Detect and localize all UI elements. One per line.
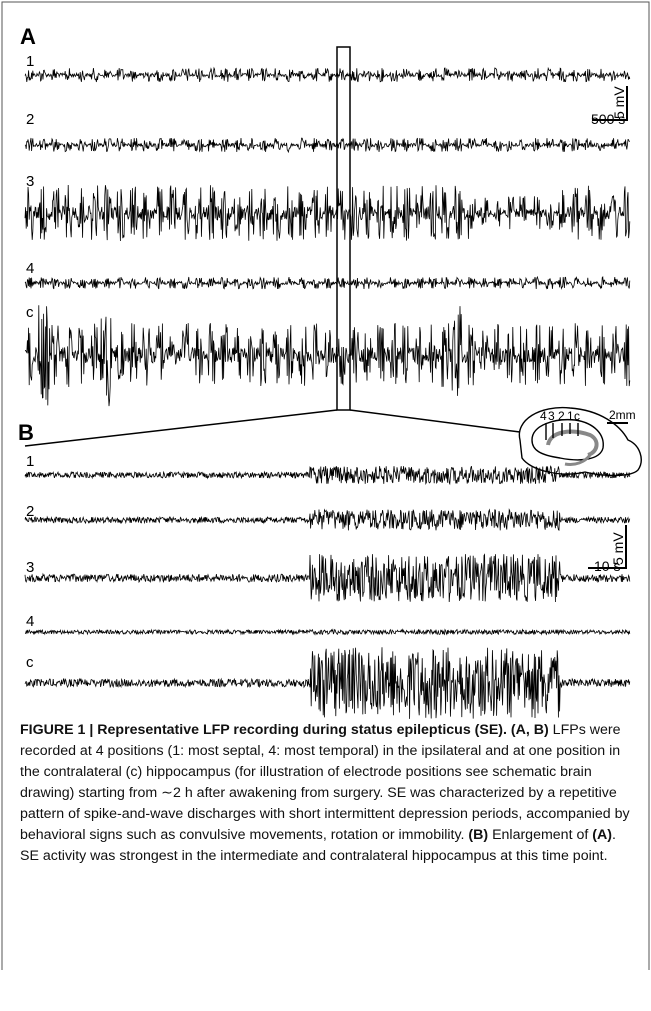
figure-caption: FIGURE 1 | Representative LFP recording … xyxy=(20,720,638,867)
lfp-trace xyxy=(25,185,630,241)
trace-label: c xyxy=(26,654,34,671)
trace-label: 2 xyxy=(26,503,34,520)
electrode-label: 1 xyxy=(567,409,574,423)
electrode-label: 3 xyxy=(548,409,555,423)
lfp-trace xyxy=(25,510,630,531)
trace-label: 4 xyxy=(26,260,34,277)
traces xyxy=(25,68,630,719)
lfp-trace xyxy=(25,68,630,82)
lfp-trace xyxy=(25,647,630,719)
caption-bold: (A) xyxy=(592,827,612,843)
trace-label: c xyxy=(26,304,34,321)
caption-text: LFPs were recorded at 4 positions (1: mo… xyxy=(20,722,630,843)
lfp-trace xyxy=(25,305,630,406)
scale-label: 5 mV xyxy=(611,86,627,119)
zoom-line xyxy=(350,410,520,432)
trace-label: 1 xyxy=(26,53,34,70)
trace-label: 3 xyxy=(26,173,34,190)
brain-scale-label: 2mm xyxy=(609,408,636,422)
panel-label: B xyxy=(18,420,34,445)
trace-label: 4 xyxy=(26,613,34,630)
caption-bold: (B) xyxy=(468,827,488,843)
caption-bold: FIGURE 1 | Representative LFP recording … xyxy=(20,722,549,738)
electrode-label: 4 xyxy=(540,409,547,423)
lfp-trace xyxy=(25,138,630,152)
panel-label: A xyxy=(20,24,36,49)
zoom-line xyxy=(25,410,337,446)
trace-label: 1 xyxy=(26,453,34,470)
trace-label: 2 xyxy=(26,111,34,128)
scale-label: 5 mV xyxy=(610,532,626,565)
trace-label: 3 xyxy=(26,559,34,576)
lfp-trace xyxy=(25,277,630,289)
lfp-trace xyxy=(25,630,630,635)
electrode-label: 2 xyxy=(558,409,565,423)
lfp-trace xyxy=(25,554,630,602)
figure: A B 1 2 3 4 c 1 2 3 4 c 500 s 5 mV 10 s … xyxy=(0,0,651,1011)
caption-text: Enlargement of xyxy=(488,827,592,843)
electrode-label: c xyxy=(574,409,580,423)
